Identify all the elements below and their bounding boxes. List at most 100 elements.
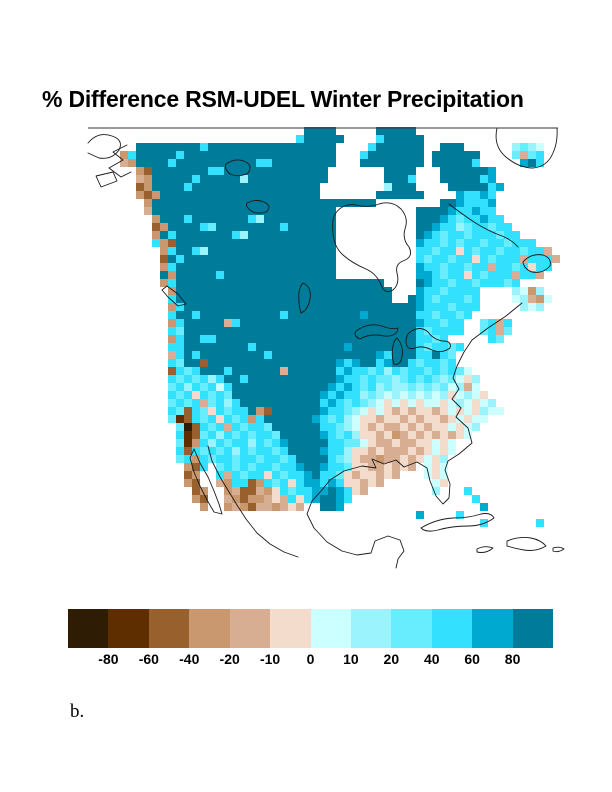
- grid-cell: [336, 399, 344, 407]
- grid-cell: [192, 447, 200, 455]
- grid-cell: [544, 295, 552, 303]
- grid-cell: [200, 191, 208, 199]
- grid-cell: [376, 431, 384, 439]
- grid-cell: [392, 191, 400, 199]
- grid-cell: [392, 343, 400, 351]
- grid-cell: [456, 231, 464, 239]
- grid-cell: [352, 399, 360, 407]
- grid-cell: [464, 391, 472, 399]
- grid-cell: [360, 415, 368, 423]
- grid-cell: [264, 503, 272, 511]
- grid-cell: [192, 359, 200, 367]
- grid-cell: [168, 359, 176, 367]
- grid-cell: [416, 231, 424, 239]
- grid-cell: [288, 327, 296, 335]
- grid-cell: [448, 255, 456, 263]
- grid-cell: [408, 407, 416, 415]
- grid-cell: [408, 351, 416, 359]
- grid-cell: [440, 327, 448, 335]
- grid-cell: [328, 431, 336, 439]
- grid-cell: [320, 487, 328, 495]
- grid-cell: [304, 375, 312, 383]
- grid-cell: [232, 159, 240, 167]
- grid-cell: [424, 455, 432, 463]
- grid-cell: [472, 183, 480, 191]
- grid-cell: [352, 439, 360, 447]
- grid-cell: [280, 143, 288, 151]
- grid-cell: [440, 215, 448, 223]
- grid-cell: [456, 383, 464, 391]
- grid-cell: [280, 487, 288, 495]
- grid-cell: [536, 151, 544, 159]
- grid-cell: [400, 447, 408, 455]
- grid-cell: [264, 231, 272, 239]
- grid-cell: [256, 399, 264, 407]
- grid-cell: [296, 223, 304, 231]
- grid-cell: [368, 383, 376, 391]
- grid-cell: [512, 263, 520, 271]
- grid-cell: [296, 375, 304, 383]
- grid-cell: [456, 223, 464, 231]
- grid-cell: [176, 407, 184, 415]
- grid-cell: [184, 367, 192, 375]
- grid-cell: [400, 407, 408, 415]
- grid-cell: [392, 447, 400, 455]
- grid-cell: [376, 407, 384, 415]
- grid-cell: [280, 287, 288, 295]
- grid-cell: [184, 311, 192, 319]
- grid-cell: [312, 375, 320, 383]
- grid-cell: [272, 207, 280, 215]
- grid-cell: [232, 263, 240, 271]
- grid-cell: [200, 319, 208, 327]
- grid-cell: [504, 327, 512, 335]
- grid-cell: [296, 175, 304, 183]
- grid-cell: [192, 223, 200, 231]
- grid-cell: [472, 223, 480, 231]
- grid-cell: [256, 215, 264, 223]
- grid-cell: [424, 311, 432, 319]
- grid-cell: [264, 343, 272, 351]
- grid-cell: [504, 279, 512, 287]
- grid-cell: [456, 295, 464, 303]
- grid-cell: [280, 247, 288, 255]
- grid-cell: [384, 311, 392, 319]
- grid-cell: [256, 279, 264, 287]
- newfoundland-coast-outline: [522, 254, 551, 273]
- grid-cell: [312, 151, 320, 159]
- grid-cell: [256, 359, 264, 367]
- grid-cell: [240, 303, 248, 311]
- grid-cell: [296, 471, 304, 479]
- grid-cell: [392, 167, 400, 175]
- grid-cell: [272, 503, 280, 511]
- grid-cell: [320, 223, 328, 231]
- grid-cell: [184, 375, 192, 383]
- grid-cell: [416, 207, 424, 215]
- grid-cell: [192, 295, 200, 303]
- grid-cell: [264, 407, 272, 415]
- grid-cell: [224, 495, 232, 503]
- grid-cell: [160, 199, 168, 207]
- grid-cell: [456, 191, 464, 199]
- grid-cell: [480, 407, 488, 415]
- grid-cell: [184, 151, 192, 159]
- grid-cell: [336, 447, 344, 455]
- grid-cell: [296, 215, 304, 223]
- grid-cell: [440, 463, 448, 471]
- grid-cell: [488, 183, 496, 191]
- grid-cell: [256, 295, 264, 303]
- grid-cell: [448, 303, 456, 311]
- grid-cell: [168, 151, 176, 159]
- grid-cell: [320, 151, 328, 159]
- grid-cell: [352, 287, 360, 295]
- grid-cell: [384, 399, 392, 407]
- grid-cell: [376, 447, 384, 455]
- grid-cell: [184, 391, 192, 399]
- grid-cell: [344, 391, 352, 399]
- grid-cell: [216, 231, 224, 239]
- grid-cell: [232, 391, 240, 399]
- grid-cell: [176, 239, 184, 247]
- grid-cell: [352, 319, 360, 327]
- grid-cell: [160, 231, 168, 239]
- grid-cell: [416, 383, 424, 391]
- grid-cell: [184, 359, 192, 367]
